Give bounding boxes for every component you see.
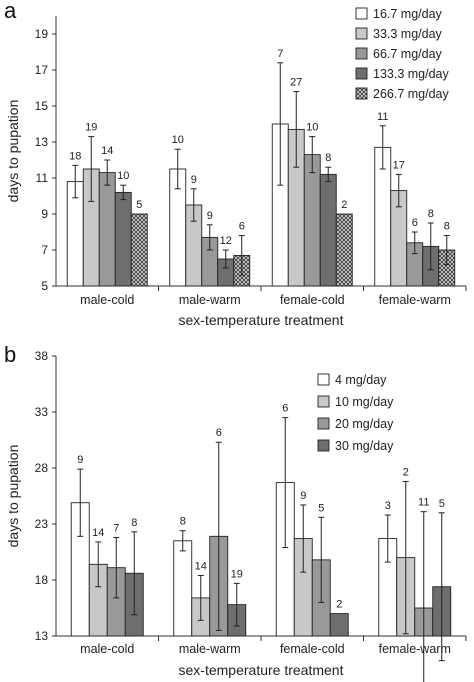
sample-size-label: 8 (325, 152, 331, 164)
legend-swatch (355, 87, 368, 100)
y-tick-label: 19 (35, 27, 49, 41)
sample-size-label: 8 (180, 516, 186, 528)
legend-swatch (317, 373, 330, 386)
x-axis-title: sex-temperature treatment (179, 662, 344, 678)
sample-size-label: 6 (216, 427, 222, 439)
sample-size-label: 11 (377, 111, 388, 123)
legend-label: 4 mg/day (335, 373, 387, 387)
sample-size-label: 9 (300, 490, 306, 502)
legend: 4 mg/day 10 mg/day 20 mg/day 30 mg/day (317, 373, 394, 453)
legend-swatch (355, 47, 368, 60)
legend-swatch (355, 7, 368, 20)
sample-size-label: 10 (117, 170, 129, 182)
sample-size-label: 18 (69, 150, 81, 162)
sample-size-label: 11 (418, 497, 429, 509)
y-tick-label: 11 (36, 171, 49, 185)
y-tick-label: 7 (41, 243, 48, 257)
sample-size-label: 3 (385, 500, 391, 512)
y-axis-title: days to pupation (5, 445, 21, 548)
y-tick-label: 17 (35, 63, 49, 77)
bar (130, 213, 148, 287)
y-tick-label: 28 (35, 461, 49, 475)
sample-size-label: 6 (412, 217, 418, 229)
legend-label: 66.7 mg/day (373, 47, 443, 61)
sample-size-label: 27 (290, 77, 302, 89)
sample-size-label: 6 (239, 221, 245, 233)
legend-swatch (355, 67, 368, 80)
y-axis-title: days to pupation (5, 100, 21, 203)
y-tick-label: 5 (41, 279, 48, 293)
sample-size-label: 7 (277, 48, 283, 60)
legend-label: 20 mg/day (335, 417, 394, 431)
category-label: male-warm (179, 293, 241, 307)
legend: 16.7 mg/day 33.3 mg/day 66.7 mg/day 133.3 m… (355, 7, 449, 101)
sample-size-label: 6 (282, 403, 288, 415)
legend-label: 133.3 mg/day (373, 67, 449, 81)
legend-swatch (317, 439, 330, 452)
sample-size-label: 19 (85, 122, 97, 134)
bar (335, 213, 353, 287)
sample-size-label: 2 (403, 466, 409, 478)
sample-size-label: 19 (231, 568, 243, 580)
legend-swatch (317, 395, 330, 408)
sample-size-label: 5 (136, 199, 142, 211)
sample-size-label: 10 (306, 122, 318, 134)
sample-size-label: 2 (336, 599, 342, 611)
y-tick-label: 18 (35, 573, 49, 587)
x-axis-title: sex-temperature treatment (179, 312, 344, 328)
legend-label: 16.7 mg/day (373, 7, 443, 21)
legend-swatch (355, 27, 368, 40)
legend-label: 30 mg/day (335, 439, 394, 453)
sample-size-label: 5 (439, 498, 445, 510)
panel-letter: b (4, 342, 16, 367)
category-label: male-warm (179, 642, 241, 656)
legend-label: 10 mg/day (335, 395, 394, 409)
bar (329, 613, 349, 637)
y-tick-label: 15 (35, 99, 49, 113)
y-tick-label: 33 (35, 405, 49, 419)
sample-size-label: 9 (77, 454, 83, 466)
category-label: female-cold (280, 293, 345, 307)
sample-size-label: 14 (195, 561, 207, 573)
legend-label: 266.7 mg/day (373, 87, 449, 101)
panel-letter: a (4, 0, 17, 23)
sample-size-label: 8 (428, 208, 434, 220)
category-label: female-warm (379, 642, 451, 656)
sample-size-label: 14 (92, 527, 104, 539)
bar (303, 154, 321, 287)
y-tick-label: 38 (35, 349, 49, 363)
category-label: male-cold (80, 293, 134, 307)
sample-size-label: 8 (131, 517, 137, 529)
y-tick-label: 13 (35, 629, 49, 643)
category-label: male-cold (80, 642, 134, 656)
sample-size-label: 12 (220, 235, 232, 247)
sample-size-label: 9 (207, 210, 213, 222)
y-tick-label: 9 (41, 207, 48, 221)
sample-size-label: 17 (393, 159, 405, 171)
legend-swatch (317, 417, 330, 430)
y-tick-label: 13 (35, 135, 49, 149)
sample-size-label: 5 (318, 502, 324, 514)
bar (173, 540, 193, 637)
chart-panel-a: a 5 7 9 11 13 15 17 19 days to pupation sex-temper… (4, 0, 467, 328)
sample-size-label: 2 (341, 199, 347, 211)
sample-size-label: 10 (172, 134, 184, 146)
category-label: female-warm (379, 293, 451, 307)
category-label: female-cold (280, 642, 345, 656)
sample-size-label: 14 (101, 145, 113, 157)
bar (319, 173, 337, 287)
bar (98, 172, 116, 287)
y-tick-label: 23 (35, 517, 49, 531)
sample-size-label: 8 (444, 221, 450, 233)
bar (114, 191, 132, 287)
sample-size-label: 7 (113, 522, 119, 534)
legend-label: 33.3 mg/day (373, 27, 443, 41)
sample-size-label: 9 (191, 174, 197, 186)
